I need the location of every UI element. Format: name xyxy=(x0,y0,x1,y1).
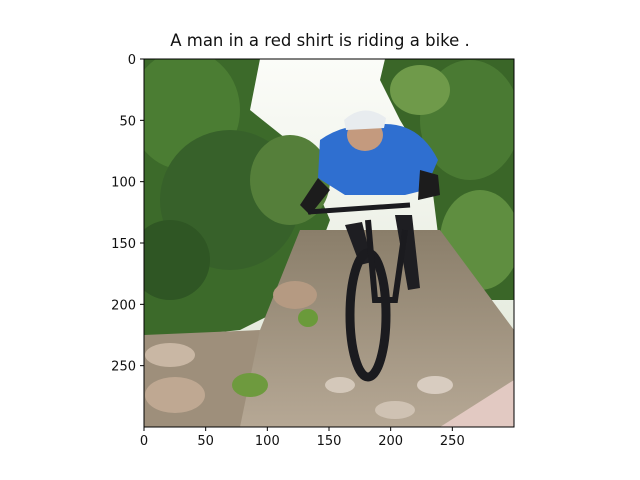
x-tick-label: 200 xyxy=(378,434,403,449)
photo xyxy=(144,59,514,427)
y-tick-label: 100 xyxy=(111,176,136,191)
y-tick-label: 0 xyxy=(128,53,136,68)
y-tick-label: 150 xyxy=(111,237,136,252)
y-axis: 0 50 100 150 200 250 xyxy=(111,53,144,375)
x-tick-label: 150 xyxy=(317,434,342,449)
rider xyxy=(300,110,440,382)
y-tick-label: 50 xyxy=(119,114,136,129)
x-axis: 0 50 100 150 200 250 xyxy=(140,427,465,449)
x-tick-label: 250 xyxy=(440,434,465,449)
x-tick-label: 100 xyxy=(255,434,280,449)
figure-title: A man in a red shirt is riding a bike . xyxy=(170,31,470,50)
x-tick-label: 50 xyxy=(197,434,214,449)
x-tick-label: 0 xyxy=(140,434,148,449)
y-tick-label: 250 xyxy=(111,360,136,375)
y-tick-label: 200 xyxy=(111,298,136,313)
